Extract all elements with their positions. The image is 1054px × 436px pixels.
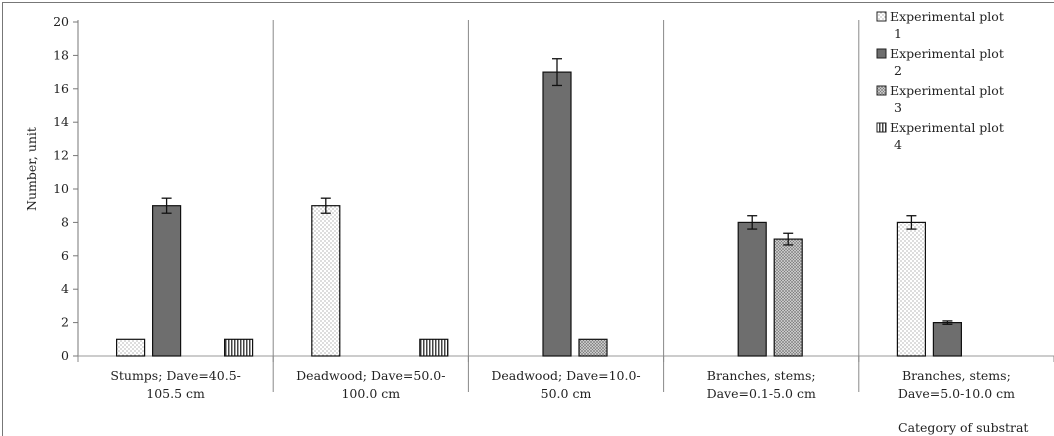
- bar: [152, 205, 182, 357]
- y-tick-label: 16: [53, 81, 69, 96]
- bar: [773, 238, 803, 357]
- bar: [542, 71, 572, 357]
- y-tick-label: 14: [53, 114, 69, 129]
- y-tick-label: 2: [61, 315, 69, 330]
- category-label: Branches, stems;: [902, 368, 1011, 383]
- category-label: Deadwood; Dave=10.0-: [491, 368, 640, 383]
- legend-swatch: [876, 11, 887, 22]
- y-tick-label: 10: [53, 181, 69, 196]
- legend-swatch: [876, 122, 887, 133]
- y-tick-label: 20: [53, 14, 69, 29]
- legend-swatch: [876, 48, 887, 59]
- bar: [115, 338, 146, 357]
- legend: Experimental plot 1 Experimental plot 2 Expe…: [876, 9, 1004, 152]
- x-axis-title: Category of substrat: [898, 420, 1028, 435]
- legend-label: Experimental plot: [890, 83, 1004, 98]
- legend-swatch: [876, 85, 887, 96]
- category-label: 50.0 cm: [541, 386, 592, 401]
- bar: [224, 338, 254, 357]
- legend-label: Experimental plot: [890, 46, 1004, 61]
- legend-label: Experimental plot: [890, 120, 1004, 135]
- legend-label-line2: 3: [894, 100, 902, 115]
- y-tick-label: 6: [61, 248, 69, 263]
- category-label: 105.5 cm: [146, 386, 205, 401]
- legend-label-line2: 4: [894, 137, 902, 152]
- y-tick-label: 18: [53, 47, 69, 62]
- legend-label-line2: 2: [894, 63, 902, 78]
- category-label: Branches, stems;: [707, 368, 816, 383]
- bar: [578, 338, 608, 357]
- y-axis-title: Number, unit: [24, 127, 39, 211]
- y-tick-label: 12: [53, 148, 69, 163]
- y-tick-label: 0: [61, 348, 69, 363]
- bar: [311, 205, 341, 357]
- bar: [419, 338, 449, 357]
- category-label: 100.0 cm: [341, 386, 400, 401]
- category-label: Deadwood; Dave=50.0-: [296, 368, 445, 383]
- category-label: Stumps; Dave=40.5-: [110, 368, 241, 383]
- category-label: Dave=0.1-5.0 cm: [707, 386, 816, 401]
- bars-layer: [115, 58, 963, 357]
- legend-label-line2: 1: [894, 26, 902, 41]
- category-label: Dave=5.0-10.0 cm: [898, 386, 1015, 401]
- bar: [737, 221, 767, 357]
- bar: [932, 322, 963, 357]
- bar: [896, 221, 927, 357]
- legend-label: Experimental plot: [890, 9, 1004, 24]
- y-tick-label: 4: [61, 281, 69, 296]
- y-tick-label: 8: [61, 214, 69, 229]
